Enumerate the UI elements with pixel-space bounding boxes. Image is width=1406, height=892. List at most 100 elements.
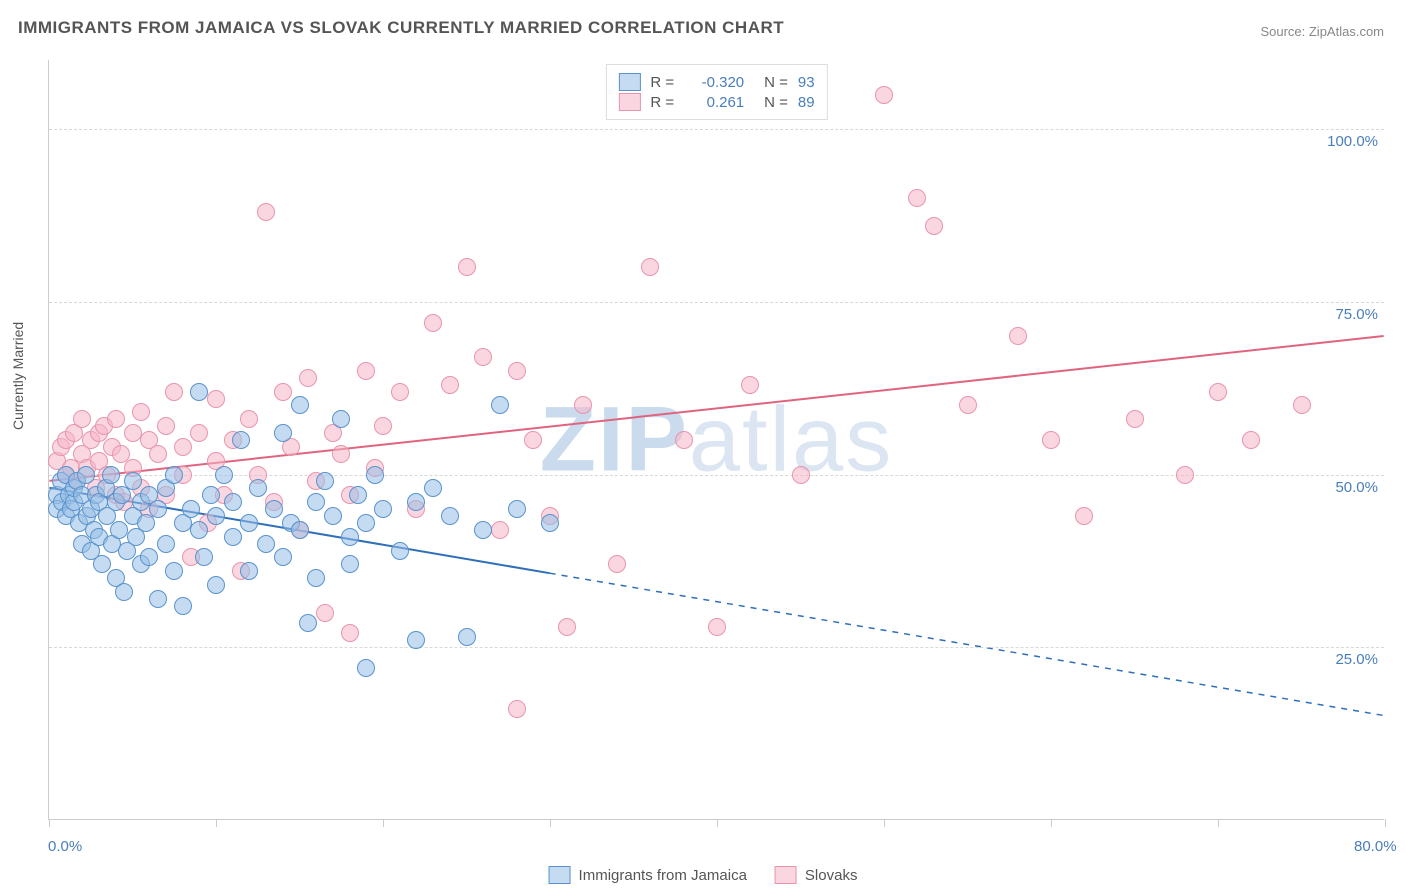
data-point (792, 466, 810, 484)
data-point (224, 493, 242, 511)
data-point (265, 500, 283, 518)
data-point (341, 528, 359, 546)
data-point (1009, 327, 1027, 345)
data-point (195, 548, 213, 566)
data-point (1126, 410, 1144, 428)
data-point (332, 410, 350, 428)
data-point (391, 383, 409, 401)
data-point (274, 383, 292, 401)
x-tick-label: 80.0% (1354, 838, 1397, 855)
y-tick-label: 25.0% (1335, 651, 1378, 668)
data-point (316, 472, 334, 490)
data-point (458, 258, 476, 276)
data-point (341, 624, 359, 642)
data-point (959, 396, 977, 414)
data-point (374, 417, 392, 435)
data-point (132, 403, 150, 421)
data-point (291, 521, 309, 539)
x-tick-label: 0.0% (48, 838, 82, 855)
x-tick (216, 819, 217, 827)
legend-swatch (618, 73, 640, 91)
data-point (110, 521, 128, 539)
data-point (190, 521, 208, 539)
data-point (925, 217, 943, 235)
data-point (240, 562, 258, 580)
data-point (149, 500, 167, 518)
source-label: Source: ZipAtlas.com (1260, 24, 1384, 39)
y-axis-label: Currently Married (10, 322, 26, 430)
data-point (73, 410, 91, 428)
data-point (508, 500, 526, 518)
data-point (299, 369, 317, 387)
data-point (491, 396, 509, 414)
x-tick (1218, 819, 1219, 827)
data-point (165, 383, 183, 401)
data-point (1293, 396, 1311, 414)
data-point (149, 445, 167, 463)
data-point (441, 507, 459, 525)
data-point (165, 562, 183, 580)
y-tick-label: 100.0% (1327, 133, 1378, 150)
data-point (391, 542, 409, 560)
data-point (115, 583, 133, 601)
legend-item: Slovaks (775, 866, 858, 884)
n-value: 93 (798, 74, 815, 91)
data-point (524, 431, 542, 449)
data-point (307, 493, 325, 511)
data-point (357, 514, 375, 532)
data-point (424, 479, 442, 497)
data-point (207, 390, 225, 408)
legend-row: R =0.261N =89 (618, 93, 814, 111)
data-point (240, 410, 258, 428)
x-tick (717, 819, 718, 827)
legend-swatch (618, 93, 640, 111)
data-point (102, 466, 120, 484)
chart-title: IMMIGRANTS FROM JAMAICA VS SLOVAK CURREN… (18, 18, 784, 38)
watermark: ZIPatlas (540, 387, 893, 492)
data-point (474, 521, 492, 539)
data-point (608, 555, 626, 573)
data-point (441, 376, 459, 394)
legend-swatch (775, 866, 797, 884)
data-point (207, 507, 225, 525)
data-point (157, 535, 175, 553)
data-point (357, 362, 375, 380)
n-label: N = (764, 94, 788, 111)
legend-item: Immigrants from Jamaica (549, 866, 747, 884)
data-point (366, 466, 384, 484)
data-point (708, 618, 726, 636)
y-tick-label: 75.0% (1335, 306, 1378, 323)
data-point (232, 431, 250, 449)
data-point (424, 314, 442, 332)
data-point (307, 569, 325, 587)
data-point (474, 348, 492, 366)
data-point (165, 466, 183, 484)
data-point (1176, 466, 1194, 484)
correlation-legend: R =-0.320N =93R =0.261N =89 (605, 64, 827, 120)
data-point (316, 604, 334, 622)
r-value: 0.261 (684, 94, 744, 111)
data-point (240, 514, 258, 532)
data-point (291, 396, 309, 414)
x-tick (49, 819, 50, 827)
data-point (741, 376, 759, 394)
data-point (174, 597, 192, 615)
n-label: N = (764, 74, 788, 91)
gridline (49, 129, 1384, 130)
data-point (124, 424, 142, 442)
data-point (324, 507, 342, 525)
data-point (1209, 383, 1227, 401)
r-label: R = (650, 74, 674, 91)
data-point (349, 486, 367, 504)
gridline (49, 647, 1384, 648)
data-point (407, 493, 425, 511)
data-point (508, 700, 526, 718)
data-point (374, 500, 392, 518)
data-point (357, 659, 375, 677)
data-point (541, 514, 559, 532)
data-point (190, 383, 208, 401)
y-tick-label: 50.0% (1335, 479, 1378, 496)
data-point (107, 410, 125, 428)
legend-row: R =-0.320N =93 (618, 73, 814, 91)
data-point (224, 528, 242, 546)
